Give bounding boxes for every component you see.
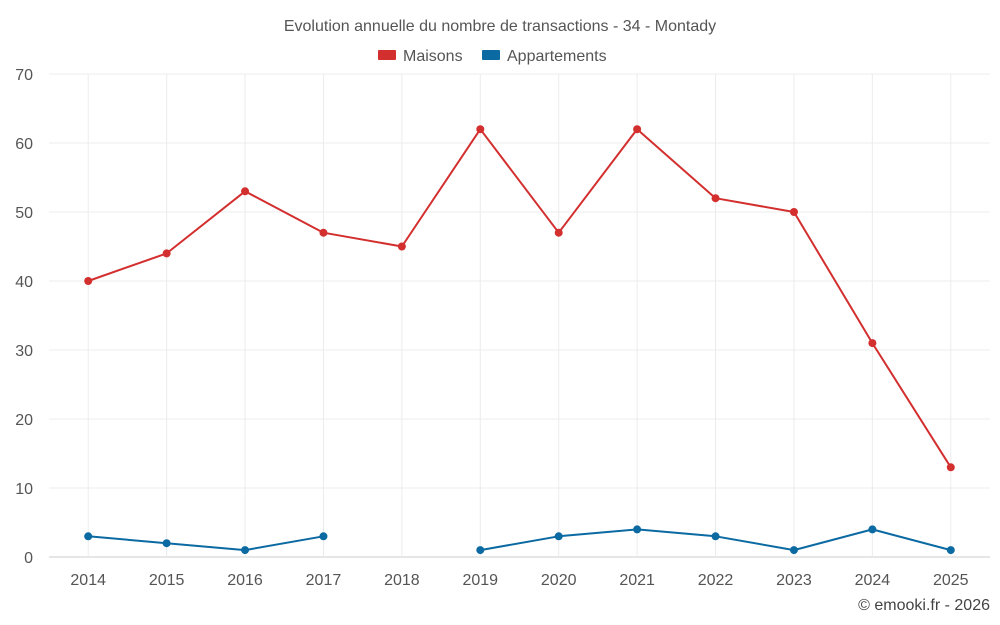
series-line-maisons-0 <box>87 128 952 468</box>
x-tick-label: 2022 <box>698 572 734 589</box>
y-tick-label: 40 <box>15 274 33 291</box>
x-tick-label: 2021 <box>619 572 655 589</box>
x-tick-label: 2025 <box>933 572 969 589</box>
data-point-maisons[interactable] <box>711 194 720 203</box>
x-tick-label: 2016 <box>227 572 263 589</box>
data-point-maisons[interactable] <box>554 228 563 237</box>
data-point-appartements[interactable] <box>711 532 720 541</box>
data-point-appartements[interactable] <box>162 539 171 548</box>
data-point-appartements[interactable] <box>946 546 955 555</box>
data-point-appartements[interactable] <box>319 532 328 541</box>
data-point-maisons[interactable] <box>476 125 485 134</box>
x-axis: 2014 2015 2016 2017 2018 2019 2020 2021 2022 2023… <box>70 572 968 589</box>
data-point-maisons[interactable] <box>633 125 642 134</box>
data-point-maisons[interactable] <box>946 463 955 472</box>
legend-label-appartements[interactable]: Appartements <box>507 48 607 65</box>
data-point-maisons[interactable] <box>241 187 250 196</box>
data-point-appartements[interactable] <box>789 546 798 555</box>
x-tick-label: 2015 <box>149 572 185 589</box>
series <box>84 125 955 555</box>
data-point-appartements[interactable] <box>84 532 93 541</box>
data-point-maisons[interactable] <box>397 242 406 251</box>
y-tick-label: 70 <box>15 67 33 84</box>
legend-label-maisons[interactable]: Maisons <box>403 48 463 65</box>
data-point-maisons[interactable] <box>84 277 93 285</box>
x-tick-label: 2019 <box>462 572 498 589</box>
y-tick-label: 10 <box>15 481 33 498</box>
series-appartements <box>84 525 955 555</box>
y-tick-label: 0 <box>24 550 33 567</box>
legend: Maisons Appartements <box>378 48 607 65</box>
credit-text: © emooki.fr - 2026 <box>858 597 990 614</box>
data-point-appartements[interactable] <box>476 546 485 555</box>
x-tick-label: 2014 <box>70 572 106 589</box>
data-point-maisons[interactable] <box>868 339 877 348</box>
y-axis: 0 10 20 30 40 50 60 70 <box>15 67 33 567</box>
x-tick-label: 2023 <box>776 572 812 589</box>
data-point-maisons[interactable] <box>162 249 171 258</box>
y-tick-label: 30 <box>15 343 33 360</box>
x-tick-label: 2020 <box>541 572 577 589</box>
series-maisons <box>84 125 955 472</box>
chart-title: Evolution annuelle du nombre de transact… <box>284 18 716 35</box>
data-point-maisons[interactable] <box>319 228 328 237</box>
y-tick-label: 50 <box>15 205 33 222</box>
y-tick-label: 60 <box>15 136 33 153</box>
x-tick-label: 2024 <box>855 572 891 589</box>
data-point-appartements[interactable] <box>868 525 877 534</box>
series-line-appartements-0 <box>88 535 324 552</box>
data-point-appartements[interactable] <box>633 525 642 534</box>
x-tick-label: 2018 <box>384 572 420 589</box>
legend-swatch-maisons <box>378 50 396 60</box>
grid <box>49 73 990 558</box>
y-tick-label: 20 <box>15 412 33 429</box>
data-point-maisons[interactable] <box>789 208 798 216</box>
x-tick-label: 2017 <box>306 572 342 589</box>
data-point-appartements[interactable] <box>554 532 563 541</box>
legend-swatch-appartements <box>482 50 500 60</box>
data-point-appartements[interactable] <box>241 546 250 555</box>
